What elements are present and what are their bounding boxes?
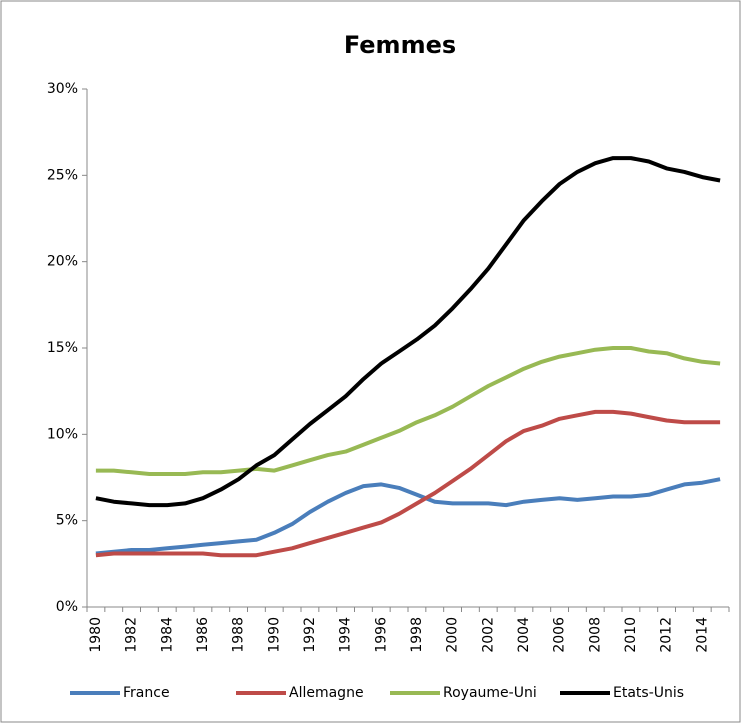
x-tick-label: 2014 bbox=[694, 617, 710, 653]
x-tick-label: 2010 bbox=[623, 617, 639, 653]
chart-title: Femmes bbox=[344, 31, 456, 59]
x-tick-label: 2006 bbox=[552, 617, 568, 653]
x-tick-label: 1988 bbox=[231, 617, 247, 653]
x-tick-label: 1980 bbox=[88, 617, 104, 653]
legend-label: Royaume-Uni bbox=[443, 685, 537, 701]
x-tick-label: 2004 bbox=[516, 617, 532, 653]
legend-label: Allemagne bbox=[289, 685, 364, 701]
x-tick-label: 1998 bbox=[409, 617, 425, 653]
x-tick-label: 2012 bbox=[659, 617, 675, 653]
y-tick-label: 20% bbox=[47, 254, 78, 270]
x-tick-label: 2000 bbox=[445, 617, 461, 653]
x-tick-label: 1986 bbox=[195, 617, 211, 653]
legend-label: France bbox=[123, 685, 170, 701]
y-tick-label: 15% bbox=[47, 340, 78, 356]
series-line bbox=[95, 346, 721, 476]
x-tick-label: 1992 bbox=[302, 617, 318, 653]
x-tick-label: 1982 bbox=[124, 617, 140, 653]
x-tick-label: 1984 bbox=[159, 617, 175, 653]
y-tick-label: 30% bbox=[47, 81, 78, 97]
series-line bbox=[95, 409, 721, 558]
x-tick-label: 2002 bbox=[480, 617, 496, 653]
x-tick-label: 1990 bbox=[266, 617, 282, 653]
y-tick-label: 25% bbox=[47, 167, 78, 183]
x-tick-label: 1996 bbox=[373, 617, 389, 653]
legend-label: Etats-Unis bbox=[613, 685, 684, 701]
y-tick-label: 5% bbox=[56, 513, 78, 529]
x-tick-label: 2008 bbox=[587, 617, 603, 653]
y-tick-label: 10% bbox=[47, 426, 78, 442]
y-tick-label: 0% bbox=[56, 599, 78, 615]
series-line bbox=[95, 156, 721, 508]
x-tick-label: 1994 bbox=[338, 617, 354, 653]
series-line bbox=[95, 477, 721, 556]
